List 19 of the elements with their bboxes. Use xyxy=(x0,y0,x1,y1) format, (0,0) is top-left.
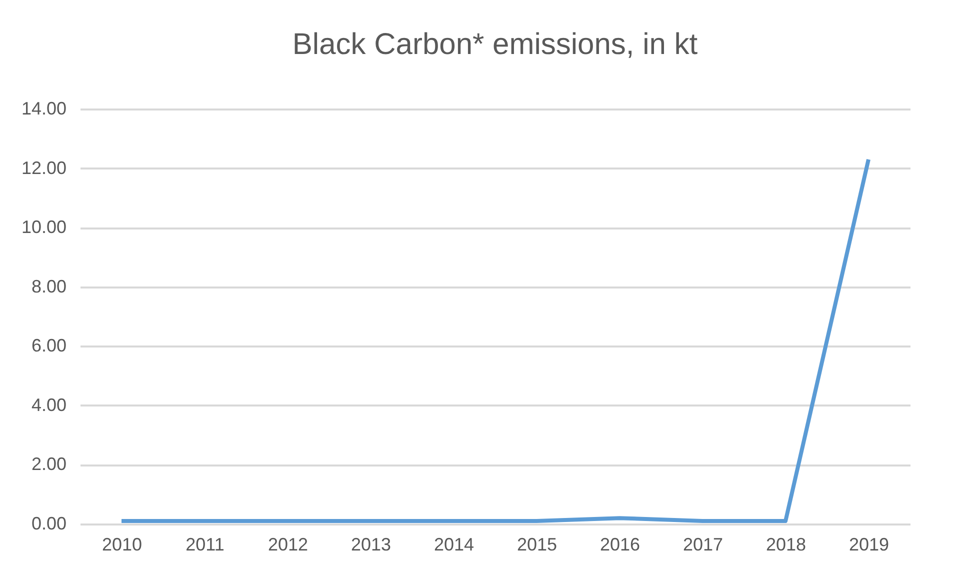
x-tick-label: 2016 xyxy=(600,534,640,554)
y-tick-label: 8.00 xyxy=(31,276,66,296)
y-tick-label: 12.00 xyxy=(21,158,66,178)
y-tick-label: 14.00 xyxy=(21,98,66,118)
x-tick-label: 2018 xyxy=(766,534,806,554)
y-tick-label: 2.00 xyxy=(31,454,66,474)
x-tick-label: 2017 xyxy=(682,534,724,554)
x-tick-label: 2010 xyxy=(102,534,142,554)
y-tick-label: 4.00 xyxy=(31,394,66,415)
y-tick-label: 6.00 xyxy=(31,336,66,356)
y-tick-label: 0.00 xyxy=(31,514,66,534)
x-tick-label: 2014 xyxy=(434,534,474,554)
x-tick-label: 2012 xyxy=(268,534,308,554)
x-tick-label: 2011 xyxy=(186,534,224,554)
x-tick-label: 2015 xyxy=(516,534,558,554)
x-tick-label: 2013 xyxy=(350,534,392,554)
chart-title: Black Carbon* emissions, in kt xyxy=(292,28,698,61)
y-tick-label: 10.00 xyxy=(21,217,66,238)
x-tick-label: 2019 xyxy=(848,534,890,554)
